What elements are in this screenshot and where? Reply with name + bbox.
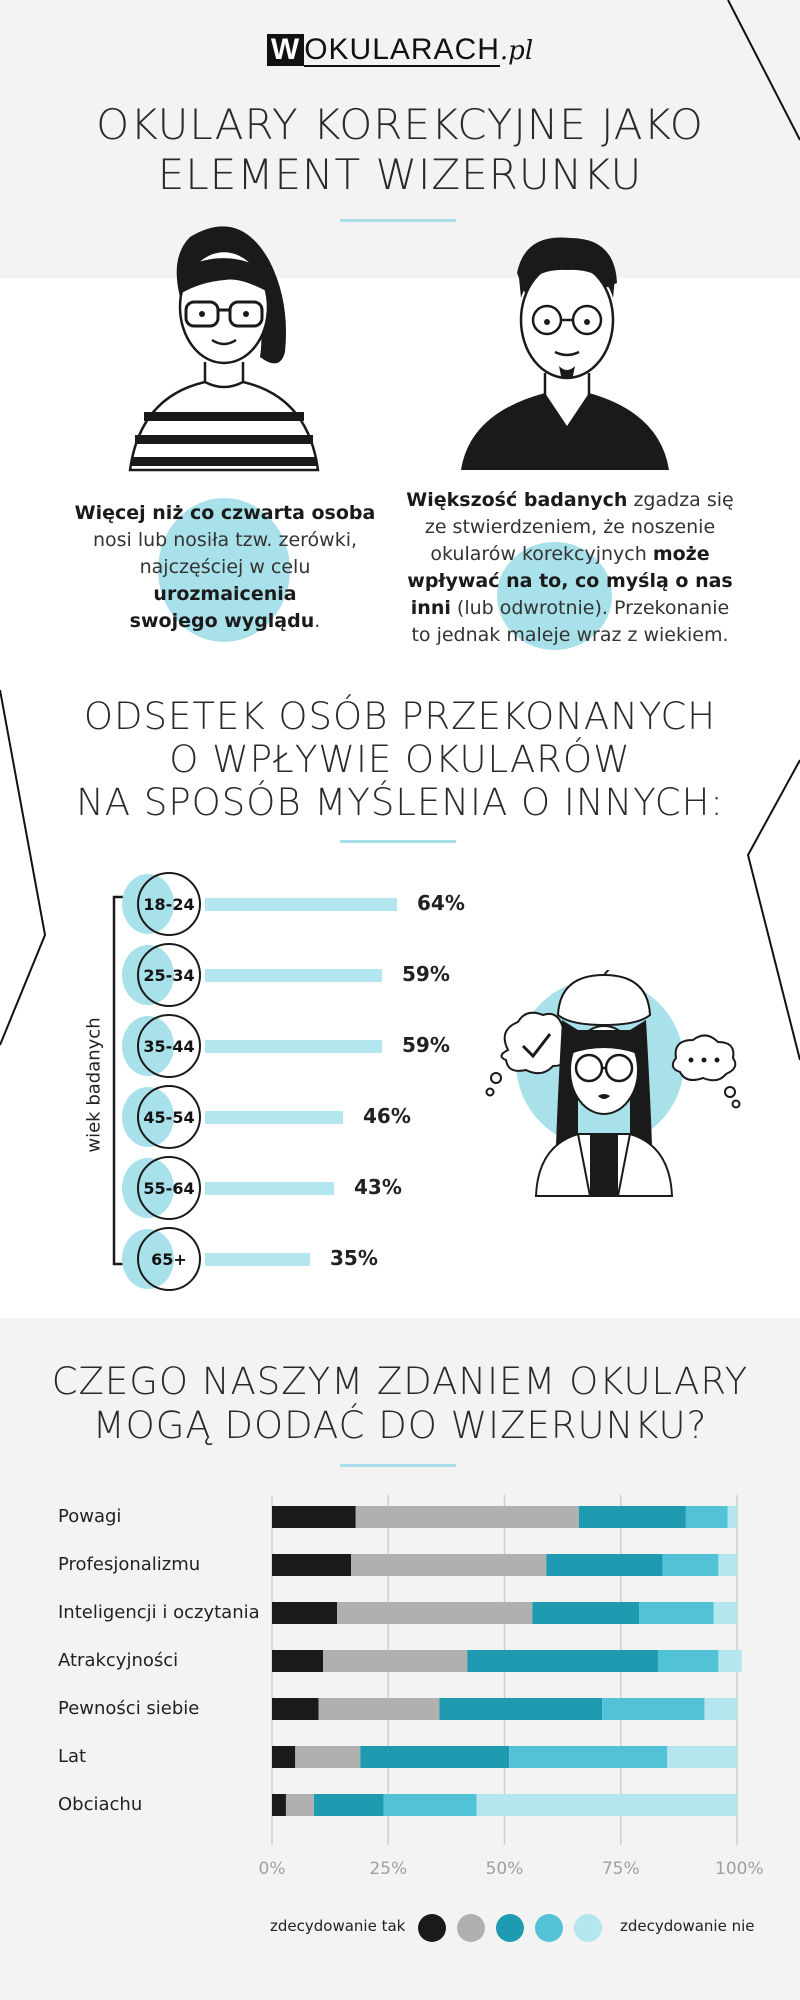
stacked-bar-segment xyxy=(272,1602,338,1624)
woman-illustration xyxy=(128,226,320,472)
legend-swatch xyxy=(496,1914,524,1942)
x-tick-label: 0% xyxy=(258,1859,286,1879)
age-value-label: 64% xyxy=(417,891,465,915)
x-tick-label: 100% xyxy=(715,1859,764,1879)
category-label: Lat xyxy=(58,1746,87,1767)
stacked-bar-segment xyxy=(602,1698,705,1720)
age-bar xyxy=(205,1040,382,1053)
stacked-bar-segment xyxy=(718,1554,737,1576)
age-bar xyxy=(205,1182,334,1195)
header-band xyxy=(0,0,800,278)
stacked-bar-segment xyxy=(272,1698,319,1720)
stacked-bar-segment xyxy=(272,1506,356,1528)
stacked-bar-segment xyxy=(685,1506,728,1528)
stacked-bar-segment xyxy=(313,1794,384,1816)
stacked-bar-segment xyxy=(657,1650,719,1672)
legend-left-label: zdecydowanie tak xyxy=(270,1917,406,1935)
stacked-bar-segment xyxy=(727,1506,737,1528)
stacked-bar-segment xyxy=(578,1506,686,1528)
title-divider xyxy=(340,219,456,222)
age-bar xyxy=(205,969,382,982)
stacked-bar-segment xyxy=(272,1746,296,1768)
stacked-bar-segment xyxy=(713,1602,737,1624)
x-tick-label: 25% xyxy=(369,1859,408,1879)
stacked-bar-segment xyxy=(272,1650,324,1672)
logo-pl: .pl xyxy=(499,36,534,66)
age-bar xyxy=(205,1111,343,1124)
age-group-label: 35-44 xyxy=(137,1014,201,1078)
age-group-label: 65+ xyxy=(137,1227,201,1291)
age-group-label: 25-34 xyxy=(137,943,201,1007)
stacked-bar-segment xyxy=(667,1746,737,1768)
age-value-label: 46% xyxy=(363,1104,411,1128)
legend-swatch xyxy=(535,1914,563,1942)
age-group-label: 55-64 xyxy=(137,1156,201,1220)
stacked-bar-segment xyxy=(351,1554,547,1576)
category-label: Inteligencji i oczytania xyxy=(58,1602,260,1623)
stacked-bar-segment xyxy=(360,1746,510,1768)
category-label: Atrakcyjności xyxy=(58,1650,179,1671)
logo-w: W xyxy=(266,34,305,66)
fact-left-blob xyxy=(158,498,290,642)
stacked-bar-segment xyxy=(272,1794,286,1816)
stacked-bar-segment xyxy=(662,1554,719,1576)
page-title: OKULARY KOREKCYJNE JAKO ELEMENT WIZERUNK… xyxy=(96,100,704,199)
age-value-label: 35% xyxy=(330,1246,378,1270)
stacked-bar-segment xyxy=(285,1794,314,1816)
stacked-bar-segment xyxy=(718,1650,742,1672)
fact-right-text: Większość badanych zgadza się ze stwierd… xyxy=(406,489,734,646)
thought-check-cloud xyxy=(485,1011,573,1097)
category-label: Powagi xyxy=(58,1506,122,1527)
fact-left-text: Więcej niż co czwarta osoba nosi lub nos… xyxy=(74,502,376,632)
legend-swatch xyxy=(457,1914,485,1942)
stacked-bar-segment xyxy=(467,1650,658,1672)
stacked-bar-segment xyxy=(704,1698,737,1720)
stacked-bar-segment xyxy=(272,1554,352,1576)
x-tick-label: 50% xyxy=(485,1859,524,1879)
woman-thinking-illustration xyxy=(485,970,741,1197)
stacked-bar-segment xyxy=(639,1602,714,1624)
man-illustration xyxy=(461,237,669,470)
section3-title: CZEGO NASZYM ZDANIEM OKULARY MOGĄ DODAĆ … xyxy=(51,1360,749,1447)
stacked-bar-segment xyxy=(355,1506,579,1528)
legend-swatch xyxy=(418,1914,446,1942)
age-group-label: 45-54 xyxy=(137,1085,201,1149)
section2-divider xyxy=(340,840,456,843)
x-tick-label: 75% xyxy=(601,1859,640,1879)
section2-title: ODSETEK OSÓB PRZEKONANYCH O WPŁYWIE OKUL… xyxy=(76,695,724,824)
stacked-bar-segment xyxy=(439,1698,603,1720)
stacked-bar-segment xyxy=(383,1794,477,1816)
legend-swatch xyxy=(574,1914,602,1942)
stacked-bar-segment xyxy=(546,1554,663,1576)
legend-right-label: zdecydowanie nie xyxy=(620,1917,755,1935)
section3-divider xyxy=(340,1464,456,1467)
age-value-label: 59% xyxy=(402,1033,450,1057)
stacked-bar-segment xyxy=(509,1746,668,1768)
fact-right-blob xyxy=(497,542,612,650)
category-label: Obciachu xyxy=(58,1794,143,1815)
age-value-label: 43% xyxy=(354,1175,402,1199)
stacked-bar-segment xyxy=(323,1650,468,1672)
stacked-bar-segment xyxy=(295,1746,361,1768)
thought-dots-cloud xyxy=(671,1034,741,1109)
logo-text: OKULARACH xyxy=(304,33,500,67)
age-group-label: 18-24 xyxy=(137,872,201,936)
category-label: Profesjonalizmu xyxy=(58,1554,201,1575)
age-bar xyxy=(205,898,397,911)
category-label: Pewności siebie xyxy=(58,1698,200,1719)
stacked-bar-segment xyxy=(532,1602,640,1624)
stacked-bar-segment xyxy=(337,1602,533,1624)
age-value-label: 59% xyxy=(402,962,450,986)
stacked-bar-segment xyxy=(318,1698,440,1720)
age-bar xyxy=(205,1253,310,1266)
stacked-bar-segment xyxy=(476,1794,737,1816)
site-logo[interactable]: W OKULARACH.pl xyxy=(0,34,800,67)
